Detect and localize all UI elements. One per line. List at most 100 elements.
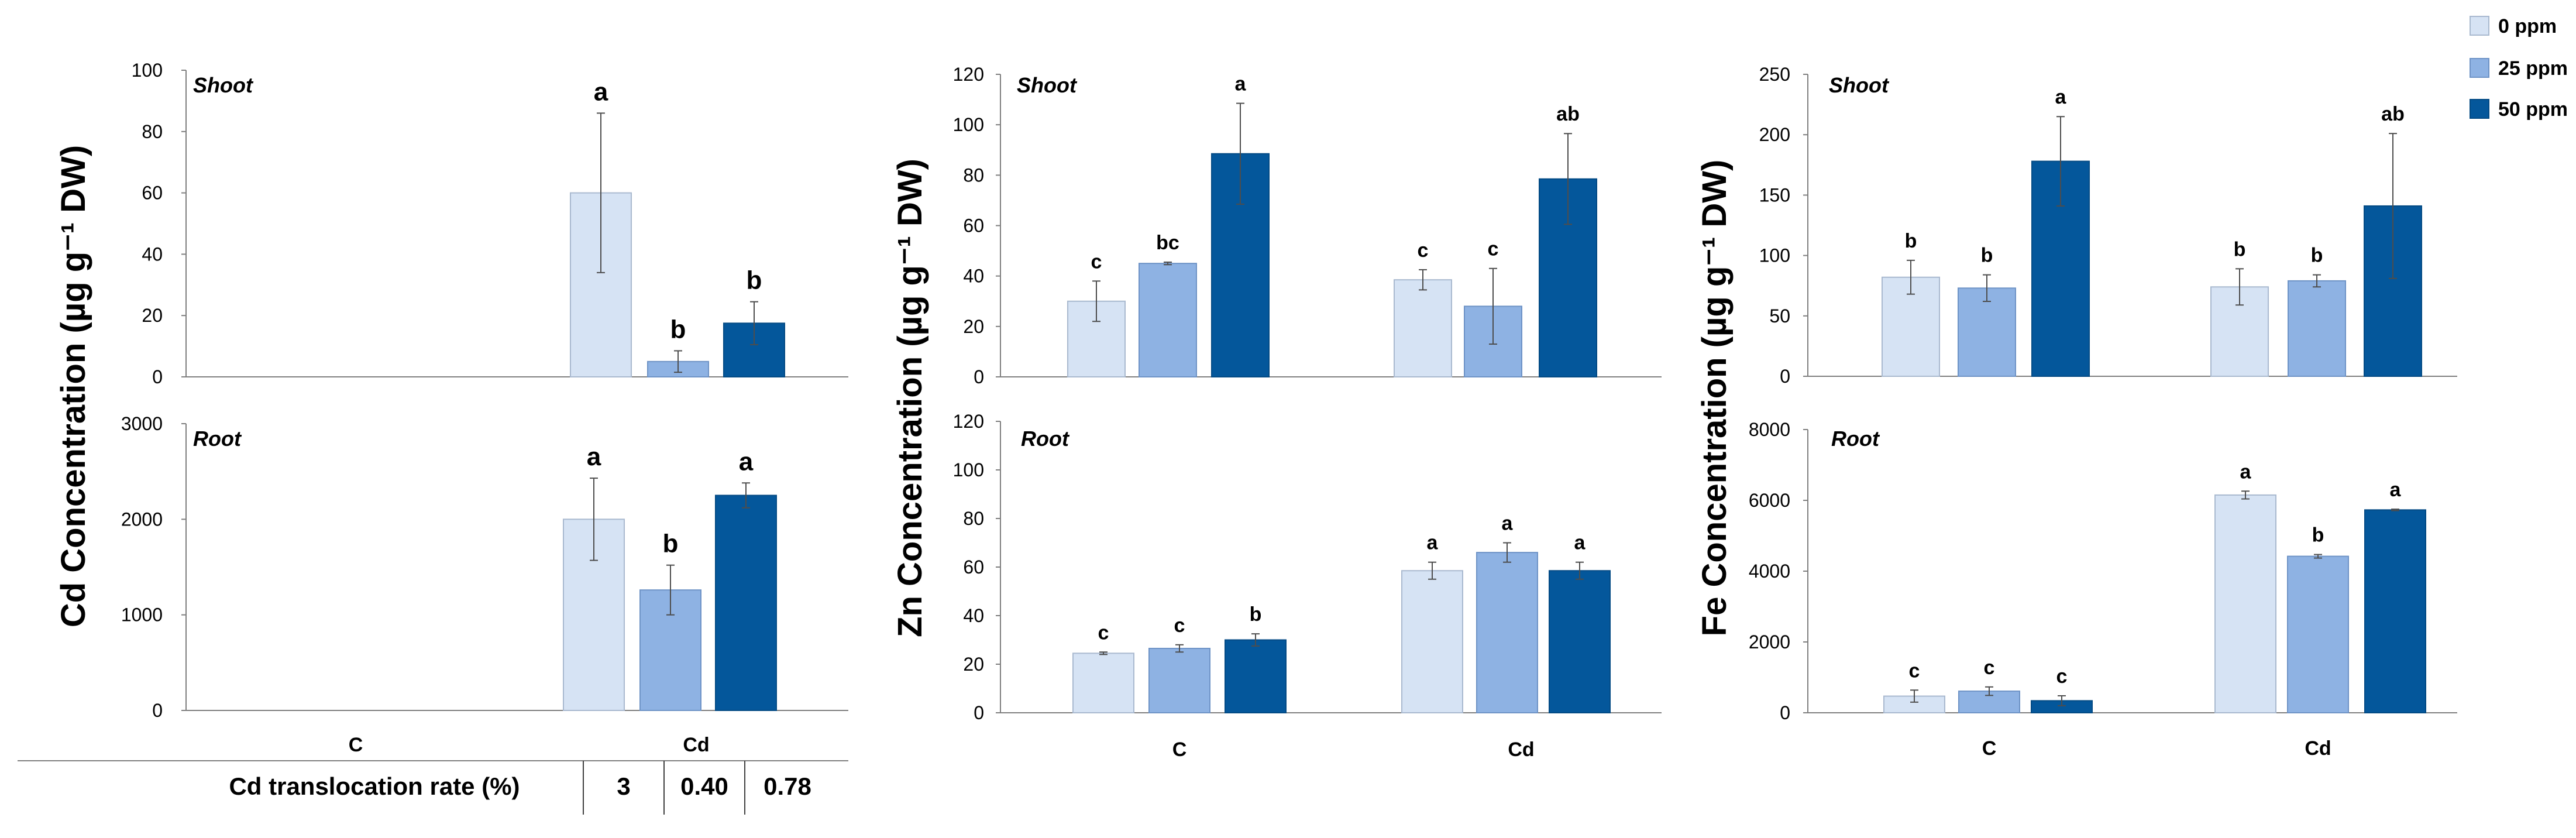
sig-letter-fe-root-c-0ppm: c	[1909, 660, 1920, 682]
zn-root-tick-label-0: 0	[974, 702, 984, 723]
sig-letter-zn-root-c-0ppm: c	[1098, 621, 1109, 644]
bar-fe-shoot-cd-25ppm	[2288, 280, 2346, 377]
sig-letter-fe-shoot-cd-0ppm: b	[2234, 238, 2246, 260]
cd-shoot-panel-title: Shoot	[193, 73, 254, 97]
sig-letter-fe-shoot-c-25ppm: b	[1981, 245, 1993, 267]
translocation-label: Cd translocation rate (%)	[229, 772, 520, 800]
sig-letter-zn-root-cd-0ppm: a	[1427, 532, 1439, 554]
fe-root-tick-label-2000: 2000	[1749, 631, 1790, 652]
cd-root-tick-label-1000: 1000	[121, 605, 163, 626]
legend-label-0ppm: 0 ppm	[2498, 15, 2557, 37]
sig-letter-cd-root-cd-50ppm: a	[739, 447, 754, 476]
cd-shoot-tick-label-40: 40	[142, 243, 163, 265]
fe-category-label-c: C	[1982, 737, 1997, 760]
zn-root-panel: 0 20 40 60 80 100 120 Root c c b a a a	[953, 411, 1662, 723]
sig-letter-zn-root-cd-25ppm: a	[1502, 513, 1514, 535]
cd-root-tick-label-0: 0	[152, 700, 163, 721]
sig-letter-zn-shoot-c-25ppm: bc	[1156, 232, 1179, 254]
bar-zn-root-cd-0ppm	[1401, 570, 1463, 713]
bar-fe-root-cd-25ppm	[2287, 555, 2349, 714]
sig-letter-zn-shoot-c-50ppm: a	[1235, 73, 1247, 95]
bar-zn-root-cd-50ppm	[1549, 570, 1611, 713]
cd-y-axis-title: Cd Concentration (µg g⁻¹ DW)	[54, 145, 92, 627]
fe-y-axis-title: Fe Concentration (µg g⁻¹ DW)	[1695, 160, 1734, 637]
zn-shoot-tick-label-120: 120	[953, 64, 984, 85]
zn-category-label-cd: Cd	[1508, 739, 1534, 761]
cd-category-label-c: C	[349, 734, 363, 756]
sig-letter-fe-root-cd-50ppm: a	[2390, 479, 2402, 501]
sig-letter-zn-root-cd-50ppm: a	[1574, 532, 1586, 554]
cd-root-tick-label-2000: 2000	[121, 509, 163, 530]
bar-zn-root-c-50ppm	[1225, 639, 1287, 713]
zn-shoot-tick-label-40: 40	[963, 266, 984, 287]
sig-letter-cd-root-cd-25ppm: b	[663, 530, 679, 558]
sig-letter-cd-root-cd-0ppm: a	[587, 442, 601, 471]
cd-shoot-tick-label-0: 0	[152, 366, 163, 387]
cd-category-label-cd: Cd	[683, 734, 709, 756]
bar-zn-root-c-0ppm	[1072, 652, 1134, 713]
fe-shoot-tick-label-100: 100	[1759, 245, 1790, 266]
bar-fe-root-cd-0ppm	[2214, 494, 2276, 713]
cd-root-panel-title: Root	[193, 427, 242, 451]
fe-shoot-tick-label-50: 50	[1769, 305, 1790, 327]
fe-root-tick-label-4000: 4000	[1749, 561, 1790, 582]
fe-root-panel: 0 2000 4000 6000 8000 Root c c c a b a	[1749, 419, 2457, 723]
legend-swatch-25ppm	[2470, 58, 2489, 78]
fe-shoot-tick-label-200: 200	[1759, 124, 1790, 145]
cd-root-tick-label-3000: 3000	[121, 413, 163, 434]
sig-letter-fe-shoot-cd-25ppm: b	[2311, 245, 2323, 267]
zn-root-tick-label-60: 60	[963, 557, 984, 578]
translocation-value-25ppm: 0.40	[680, 772, 728, 800]
fe-shoot-tick-label-250: 250	[1759, 64, 1790, 85]
translocation-value-0ppm: 3	[617, 772, 630, 800]
legend-swatch-0ppm	[2470, 16, 2489, 36]
zn-root-tick-label-120: 120	[953, 411, 984, 432]
sig-letter-fe-shoot-c-0ppm: b	[1905, 230, 1917, 252]
cd-shoot-panel: 0 20 40 60 80 100 Shoot a b b	[132, 60, 848, 387]
sig-letter-fe-root-cd-0ppm: a	[2240, 461, 2252, 483]
sig-letter-fe-root-c-25ppm: c	[1984, 657, 1995, 679]
cd-shoot-tick-label-60: 60	[142, 183, 163, 204]
sig-letter-zn-shoot-cd-0ppm: c	[1418, 239, 1429, 262]
bar-fe-shoot-c-25ppm	[1958, 287, 2016, 377]
zn-shoot-tick-label-100: 100	[953, 114, 984, 135]
fe-shoot-tick-label-0: 0	[1780, 366, 1790, 387]
zn-shoot-panel-title: Shoot	[1017, 73, 1078, 97]
sig-letter-cd-shoot-cd-50ppm: b	[747, 266, 762, 295]
fe-category-label-cd: Cd	[2305, 737, 2331, 760]
sig-letter-zn-shoot-cd-50ppm: ab	[1556, 103, 1580, 125]
sig-letter-fe-shoot-cd-50ppm: ab	[2381, 103, 2405, 125]
zn-root-tick-label-80: 80	[963, 508, 984, 529]
sig-letter-fe-root-c-50ppm: c	[2056, 665, 2068, 688]
translocation-value-50ppm: 0.78	[763, 772, 811, 800]
fe-root-tick-label-8000: 8000	[1749, 419, 1790, 440]
cd-shoot-tick-label-100: 100	[132, 60, 163, 81]
fe-shoot-panel-title: Shoot	[1829, 73, 1890, 97]
zn-shoot-tick-label-60: 60	[963, 215, 984, 236]
zn-root-tick-label-40: 40	[963, 605, 984, 626]
zn-y-axis-title: Zn Concentration (µg g⁻¹ DW)	[891, 159, 929, 637]
sig-letter-fe-shoot-c-50ppm: a	[2055, 86, 2067, 108]
translocation-table: Cd translocation rate (%) 3 0.40 0.78	[18, 760, 848, 815]
zn-shoot-tick-label-20: 20	[963, 316, 984, 337]
zn-root-tick-label-100: 100	[953, 459, 984, 480]
zn-shoot-tick-label-0: 0	[974, 366, 984, 387]
sig-letter-zn-root-c-50ppm: b	[1250, 603, 1262, 626]
zn-root-tick-label-20: 20	[963, 654, 984, 675]
bar-cd-root-cd-50ppm	[715, 494, 777, 711]
legend: 0 ppm 25 ppm 50 ppm	[2470, 15, 2568, 121]
cd-root-panel: 0 1000 2000 3000 Root a b a	[121, 413, 848, 721]
fe-root-tick-label-6000: 6000	[1749, 490, 1790, 511]
cd-shoot-tick-label-80: 80	[142, 121, 163, 142]
bar-fe-root-cd-50ppm	[2364, 509, 2426, 714]
zn-category-label-c: C	[1172, 739, 1187, 761]
sig-letter-zn-shoot-c-0ppm: c	[1091, 250, 1102, 273]
zn-root-panel-title: Root	[1021, 427, 1070, 451]
legend-label-25ppm: 25 ppm	[2498, 57, 2568, 80]
sig-letter-cd-shoot-cd-0ppm: a	[594, 77, 608, 106]
legend-swatch-50ppm	[2470, 99, 2489, 119]
zn-shoot-tick-label-80: 80	[963, 164, 984, 186]
bar-zn-shoot-c-25ppm	[1139, 263, 1197, 377]
